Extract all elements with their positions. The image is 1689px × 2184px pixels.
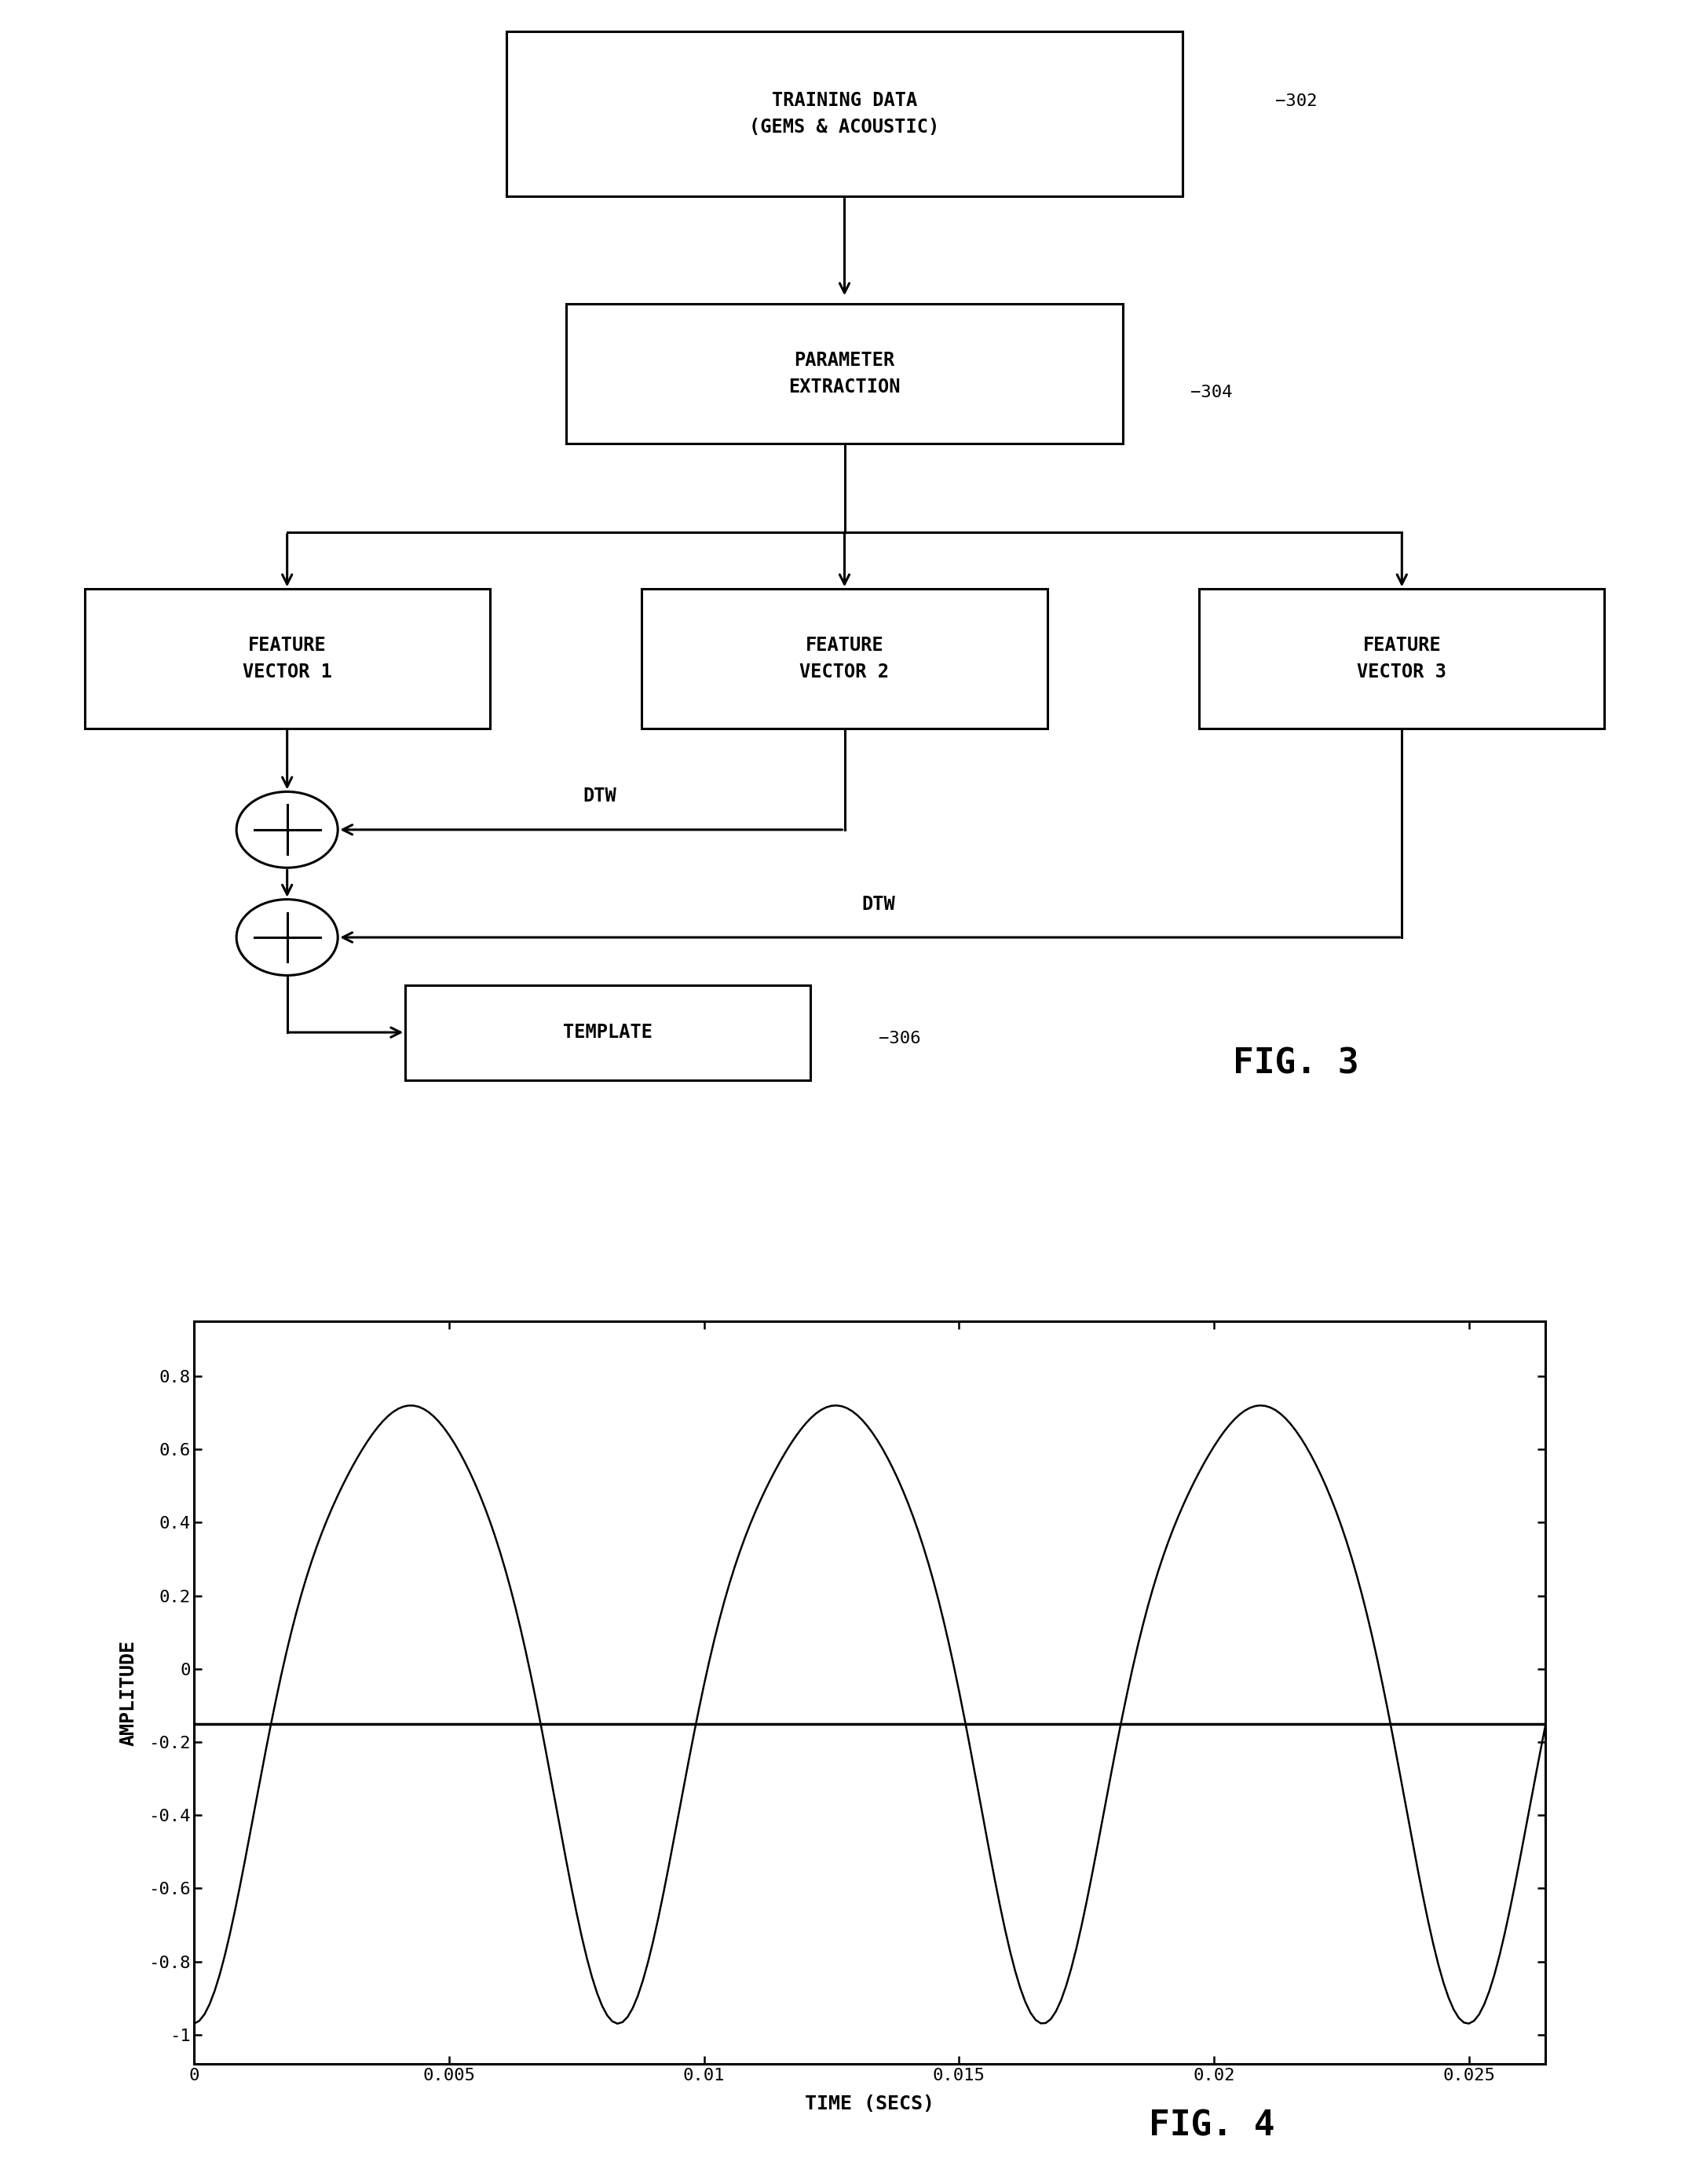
Text: −306: −306	[878, 1031, 921, 1046]
Text: TRAINING DATA
(GEMS & ACOUSTIC): TRAINING DATA (GEMS & ACOUSTIC)	[750, 92, 939, 138]
Text: −304: −304	[1191, 384, 1233, 400]
Bar	[84, 590, 490, 729]
Text: DTW: DTW	[583, 786, 616, 806]
Text: PARAMETER
EXTRACTION: PARAMETER EXTRACTION	[789, 352, 900, 395]
Text: TEMPLATE: TEMPLATE	[564, 1022, 652, 1042]
Bar	[1199, 590, 1605, 729]
Text: FEATURE
VECTOR 3: FEATURE VECTOR 3	[1358, 636, 1446, 681]
Bar	[566, 304, 1123, 443]
Y-axis label: AMPLITUDE: AMPLITUDE	[118, 1640, 137, 1745]
Text: FIG. 3: FIG. 3	[1233, 1046, 1360, 1081]
Text: FIG. 4: FIG. 4	[1149, 2110, 1275, 2143]
X-axis label: TIME (SECS): TIME (SECS)	[806, 2094, 934, 2114]
Circle shape	[236, 900, 338, 976]
Bar	[405, 985, 811, 1079]
Bar	[642, 590, 1047, 729]
Bar	[507, 33, 1182, 197]
Text: FEATURE
VECTOR 1: FEATURE VECTOR 1	[243, 636, 331, 681]
Text: −302: −302	[1275, 94, 1317, 109]
Text: FEATURE
VECTOR 2: FEATURE VECTOR 2	[801, 636, 888, 681]
Circle shape	[236, 791, 338, 867]
Text: DTW: DTW	[861, 895, 895, 913]
